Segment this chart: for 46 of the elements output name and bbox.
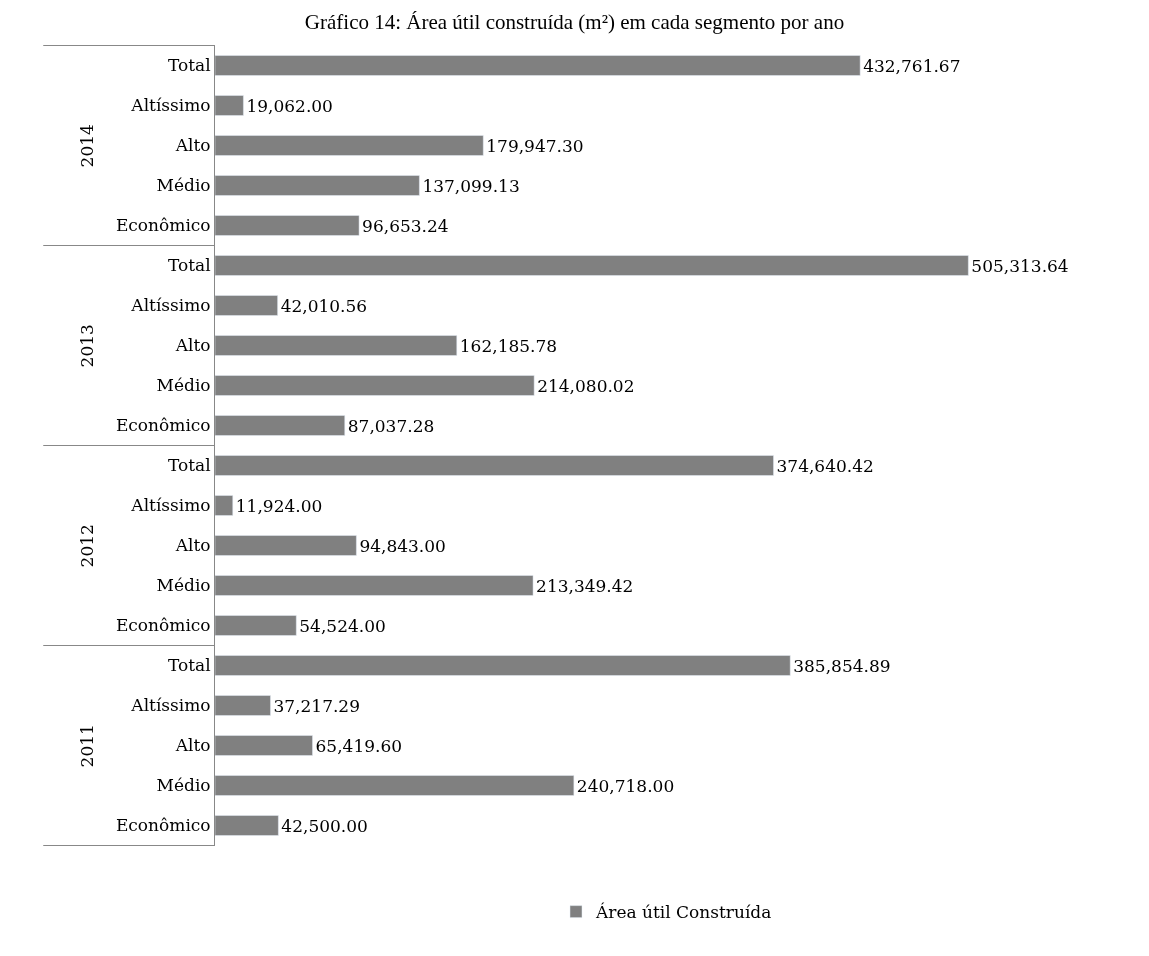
y-tick-label: Altíssimo: [130, 295, 211, 316]
data-label: 240,718.00: [576, 775, 675, 796]
y-tick-label: Altíssimo: [130, 495, 211, 516]
data-label: 65,419.60: [315, 735, 403, 756]
y-tick-label: Altíssimo: [130, 695, 211, 716]
data-label: 505,313.64: [971, 255, 1069, 276]
data-label: 179,947.30: [486, 135, 584, 156]
y-tick-label: Médio: [156, 175, 211, 196]
y-tick-label: Econômico: [115, 815, 211, 836]
y-tick-label: Total: [167, 255, 211, 276]
data-label: 87,037.28: [347, 415, 435, 436]
data-label: 96,653.24: [362, 215, 449, 236]
data-label: 42,010.56: [280, 295, 368, 316]
y-tick-label: Total: [167, 55, 211, 76]
data-label: 214,080.02: [537, 375, 635, 396]
data-label: 162,185.78: [459, 335, 558, 356]
data-label: 11,924.00: [235, 495, 323, 516]
y-tick-label: Médio: [156, 375, 211, 396]
y-tick-label: Econômico: [115, 615, 211, 636]
legend-label: Área útil Construída: [595, 902, 772, 923]
y-tick-label: Alto: [174, 535, 211, 556]
data-label: 432,761.67: [863, 55, 961, 76]
data-label: 385,854.89: [793, 655, 891, 676]
y-tick-label: Médio: [156, 575, 211, 596]
data-label: 213,349.42: [536, 575, 634, 596]
text: 2011: [77, 724, 98, 768]
y-tick-label: Econômico: [115, 415, 211, 436]
chart-title: Gráfico 14: Área útil construída (m²) em cada segmento por ano: [304, 10, 845, 35]
y-tick-label: Total: [167, 655, 211, 676]
y-tick-label: Altíssimo: [130, 95, 211, 116]
data-label: 137,099.13: [422, 175, 520, 196]
data-label: 37,217.29: [273, 695, 361, 716]
y-tick-label: Médio: [156, 775, 211, 796]
text: 2013: [77, 324, 98, 368]
data-label: 374,640.42: [776, 455, 874, 476]
data-label: 19,062.00: [246, 95, 333, 116]
text: 2014: [77, 124, 98, 168]
data-label: 42,500.00: [281, 815, 368, 836]
text: 2012: [77, 524, 98, 568]
y-tick-label: Alto: [174, 335, 211, 356]
y-tick-label: Alto: [174, 135, 211, 156]
y-tick-label: Total: [167, 455, 211, 476]
data-label: 94,843.00: [359, 535, 446, 556]
data-label: 54,524.00: [299, 615, 386, 636]
y-tick-label: Econômico: [115, 215, 211, 236]
y-tick-label: Alto: [174, 735, 211, 756]
